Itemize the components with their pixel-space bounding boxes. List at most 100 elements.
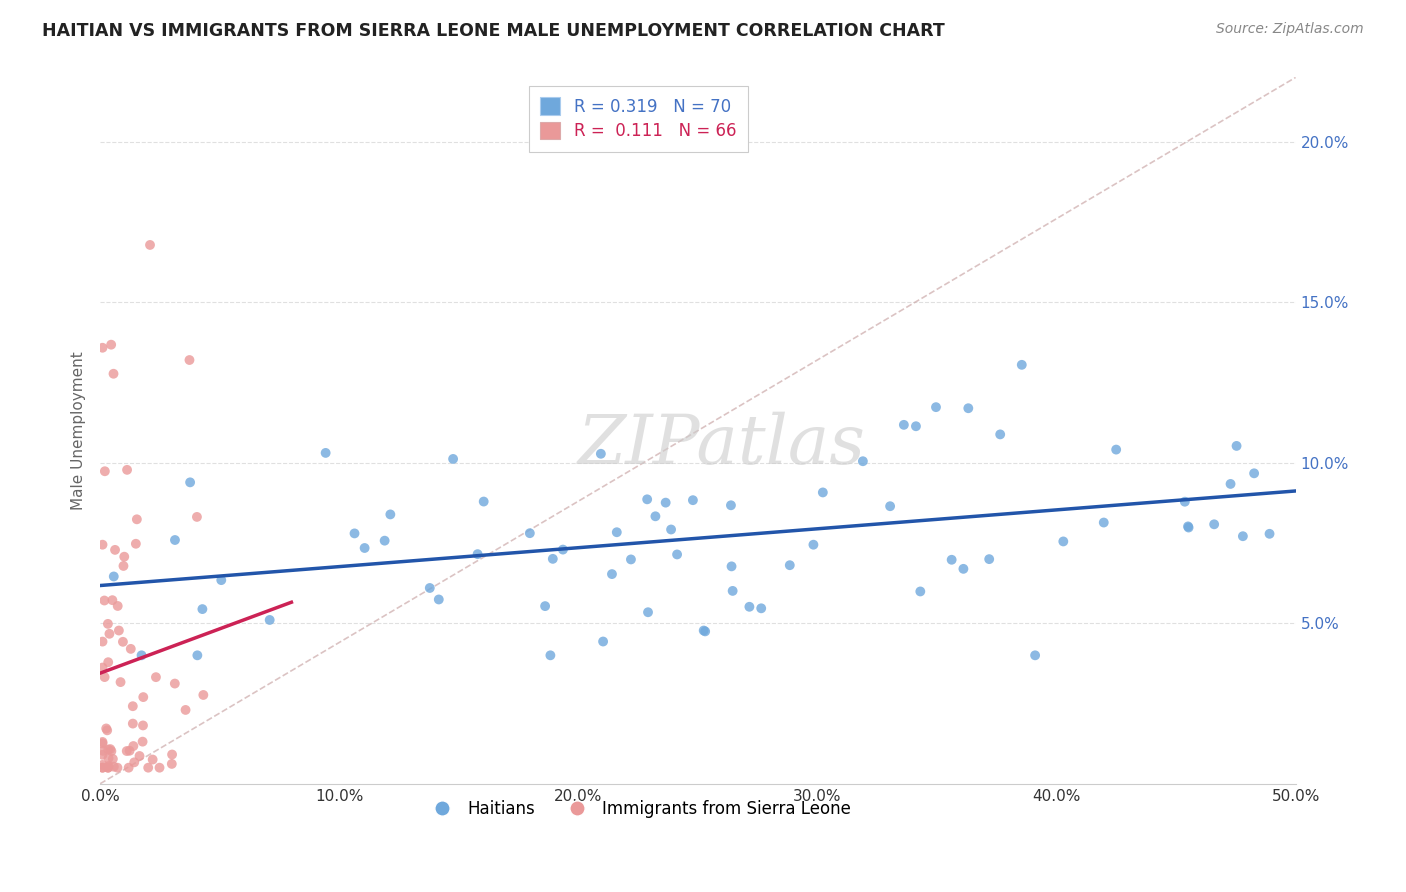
Haitians [695, 624, 717, 639]
Immigrants from Sierra Leone [91, 761, 114, 775]
Haitians [343, 526, 366, 541]
Immigrants from Sierra Leone [118, 744, 141, 758]
Immigrants from Sierra Leone [186, 510, 208, 524]
Haitians [941, 553, 963, 567]
Haitians [131, 648, 153, 663]
Immigrants from Sierra Leone [132, 690, 155, 705]
Immigrants from Sierra Leone [94, 464, 117, 478]
Haitians [380, 508, 402, 522]
Immigrants from Sierra Leone [179, 353, 201, 368]
Haitians [1024, 648, 1046, 663]
Immigrants from Sierra Leone [91, 744, 114, 758]
Haitians [374, 533, 396, 548]
Haitians [811, 485, 834, 500]
Haitians [1204, 517, 1226, 532]
Immigrants from Sierra Leone [91, 634, 114, 648]
Immigrants from Sierra Leone [112, 549, 135, 564]
Immigrants from Sierra Leone [97, 759, 120, 773]
Immigrants from Sierra Leone [96, 722, 118, 736]
Immigrants from Sierra Leone [91, 538, 114, 552]
Immigrants from Sierra Leone [112, 558, 135, 573]
Haitians [803, 538, 825, 552]
Haitians [904, 419, 927, 434]
Haitians [259, 613, 281, 627]
Immigrants from Sierra Leone [97, 742, 120, 756]
Immigrants from Sierra Leone [93, 670, 115, 684]
Haitians [589, 447, 612, 461]
Immigrants from Sierra Leone [100, 337, 122, 351]
Haitians [353, 541, 375, 555]
Haitians [191, 602, 214, 616]
Haitians [721, 583, 744, 598]
Haitians [779, 558, 801, 573]
Immigrants from Sierra Leone [96, 723, 118, 738]
Haitians [419, 581, 441, 595]
Immigrants from Sierra Leone [91, 735, 114, 749]
Haitians [636, 492, 658, 507]
Immigrants from Sierra Leone [174, 703, 197, 717]
Immigrants from Sierra Leone [120, 641, 142, 656]
Haitians [186, 648, 208, 663]
Haitians [472, 494, 495, 508]
Haitians [952, 562, 974, 576]
Immigrants from Sierra Leone [160, 756, 183, 771]
Haitians [852, 454, 875, 468]
Haitians [720, 559, 742, 574]
Immigrants from Sierra Leone [107, 599, 129, 613]
Immigrants from Sierra Leone [98, 627, 121, 641]
Haitians [988, 427, 1011, 442]
Haitians [1232, 529, 1254, 543]
Haitians [682, 493, 704, 508]
Immigrants from Sierra Leone [115, 463, 138, 477]
Haitians [1177, 519, 1199, 533]
Haitians [1092, 516, 1115, 530]
Immigrants from Sierra Leone [97, 761, 120, 775]
Haitians [427, 592, 450, 607]
Immigrants from Sierra Leone [91, 736, 114, 750]
Immigrants from Sierra Leone [128, 749, 150, 764]
Immigrants from Sierra Leone [101, 593, 124, 607]
Haitians [600, 567, 623, 582]
Haitians [538, 648, 561, 663]
Haitians [720, 498, 742, 512]
Immigrants from Sierra Leone [91, 341, 114, 355]
Haitians [519, 526, 541, 541]
Immigrants from Sierra Leone [110, 675, 132, 690]
Immigrants from Sierra Leone [104, 542, 127, 557]
Immigrants from Sierra Leone [163, 676, 186, 690]
Immigrants from Sierra Leone [101, 752, 124, 766]
Immigrants from Sierra Leone [145, 670, 167, 684]
Immigrants from Sierra Leone [103, 367, 125, 381]
Haitians [179, 475, 201, 490]
Immigrants from Sierra Leone [97, 761, 120, 775]
Immigrants from Sierra Leone [148, 761, 170, 775]
Haitians [1225, 439, 1247, 453]
Immigrants from Sierra Leone [136, 761, 159, 775]
Haitians [315, 446, 337, 460]
Haitians [925, 400, 948, 414]
Text: Source: ZipAtlas.com: Source: ZipAtlas.com [1216, 22, 1364, 37]
Haitians [654, 495, 676, 509]
Haitians [534, 599, 557, 613]
Haitians [979, 552, 1001, 566]
Immigrants from Sierra Leone [107, 761, 129, 775]
Haitians [163, 533, 186, 547]
Haitians [441, 452, 464, 467]
Haitians [1011, 358, 1033, 372]
Immigrants from Sierra Leone [125, 537, 148, 551]
Haitians [1243, 467, 1265, 481]
Haitians [910, 584, 932, 599]
Haitians [467, 547, 489, 561]
Haitians [893, 417, 915, 432]
Haitians [606, 525, 628, 540]
Haitians [879, 499, 901, 513]
Immigrants from Sierra Leone [125, 512, 148, 526]
Haitians [592, 634, 614, 648]
Immigrants from Sierra Leone [111, 635, 134, 649]
Immigrants from Sierra Leone [91, 660, 114, 674]
Haitians [551, 542, 574, 557]
Haitians [692, 624, 714, 638]
Text: ZIPatlas: ZIPatlas [578, 411, 866, 478]
Haitians [620, 552, 643, 566]
Immigrants from Sierra Leone [108, 624, 131, 638]
